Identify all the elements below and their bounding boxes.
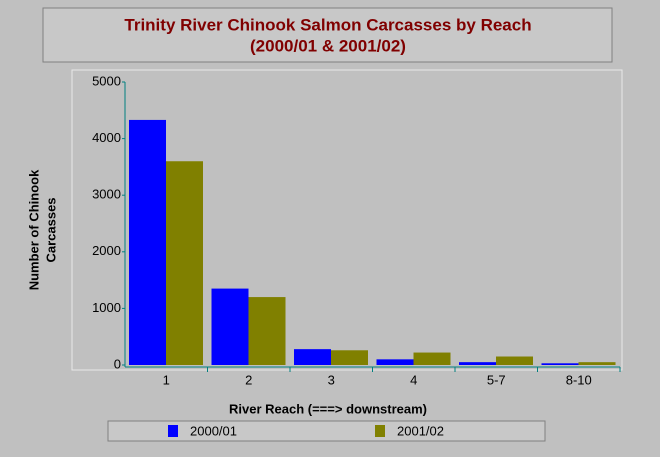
bar: [496, 356, 533, 365]
bar: [578, 362, 616, 365]
title-box: [42, 7, 613, 63]
bar: [211, 288, 249, 365]
legend-label: 2000/01: [190, 423, 237, 438]
legend-label: 2001/02: [397, 423, 444, 438]
x-tick-label: 8-10: [566, 372, 592, 387]
bar: [129, 119, 166, 365]
y-tick-label: 1000: [92, 300, 121, 315]
y-tick-label: 3000: [92, 187, 121, 202]
y-tick-label: 0: [114, 356, 121, 371]
legend-swatch: [168, 425, 178, 437]
x-tick-label: 5-7: [487, 372, 506, 387]
x-tick-label: 3: [328, 372, 335, 387]
legend: [107, 420, 546, 442]
y-axis-title: Number of Chinook: [26, 169, 41, 290]
y-axis-title: Carcasses: [43, 197, 58, 262]
chart-title: Trinity River Chinook Salmon Carcasses b…: [124, 15, 531, 34]
y-tick-label: 5000: [92, 73, 121, 88]
bar: [331, 350, 368, 365]
bar: [459, 362, 496, 365]
bar: [294, 349, 331, 365]
x-tick-label: 1: [163, 372, 170, 387]
chart-subtitle: (2000/01 & 2001/02): [250, 36, 406, 55]
bar: [248, 297, 286, 365]
legend-swatch: [375, 425, 385, 437]
bar: [413, 352, 451, 365]
bar: [541, 363, 579, 365]
bar: [376, 359, 414, 365]
x-tick-label: 4: [410, 372, 417, 387]
y-tick-label: 2000: [92, 243, 121, 258]
y-tick-label: 4000: [92, 130, 121, 145]
bar: [166, 161, 203, 365]
x-axis-title: River Reach (===> downstream): [229, 401, 427, 416]
x-tick-label: 2: [245, 372, 252, 387]
